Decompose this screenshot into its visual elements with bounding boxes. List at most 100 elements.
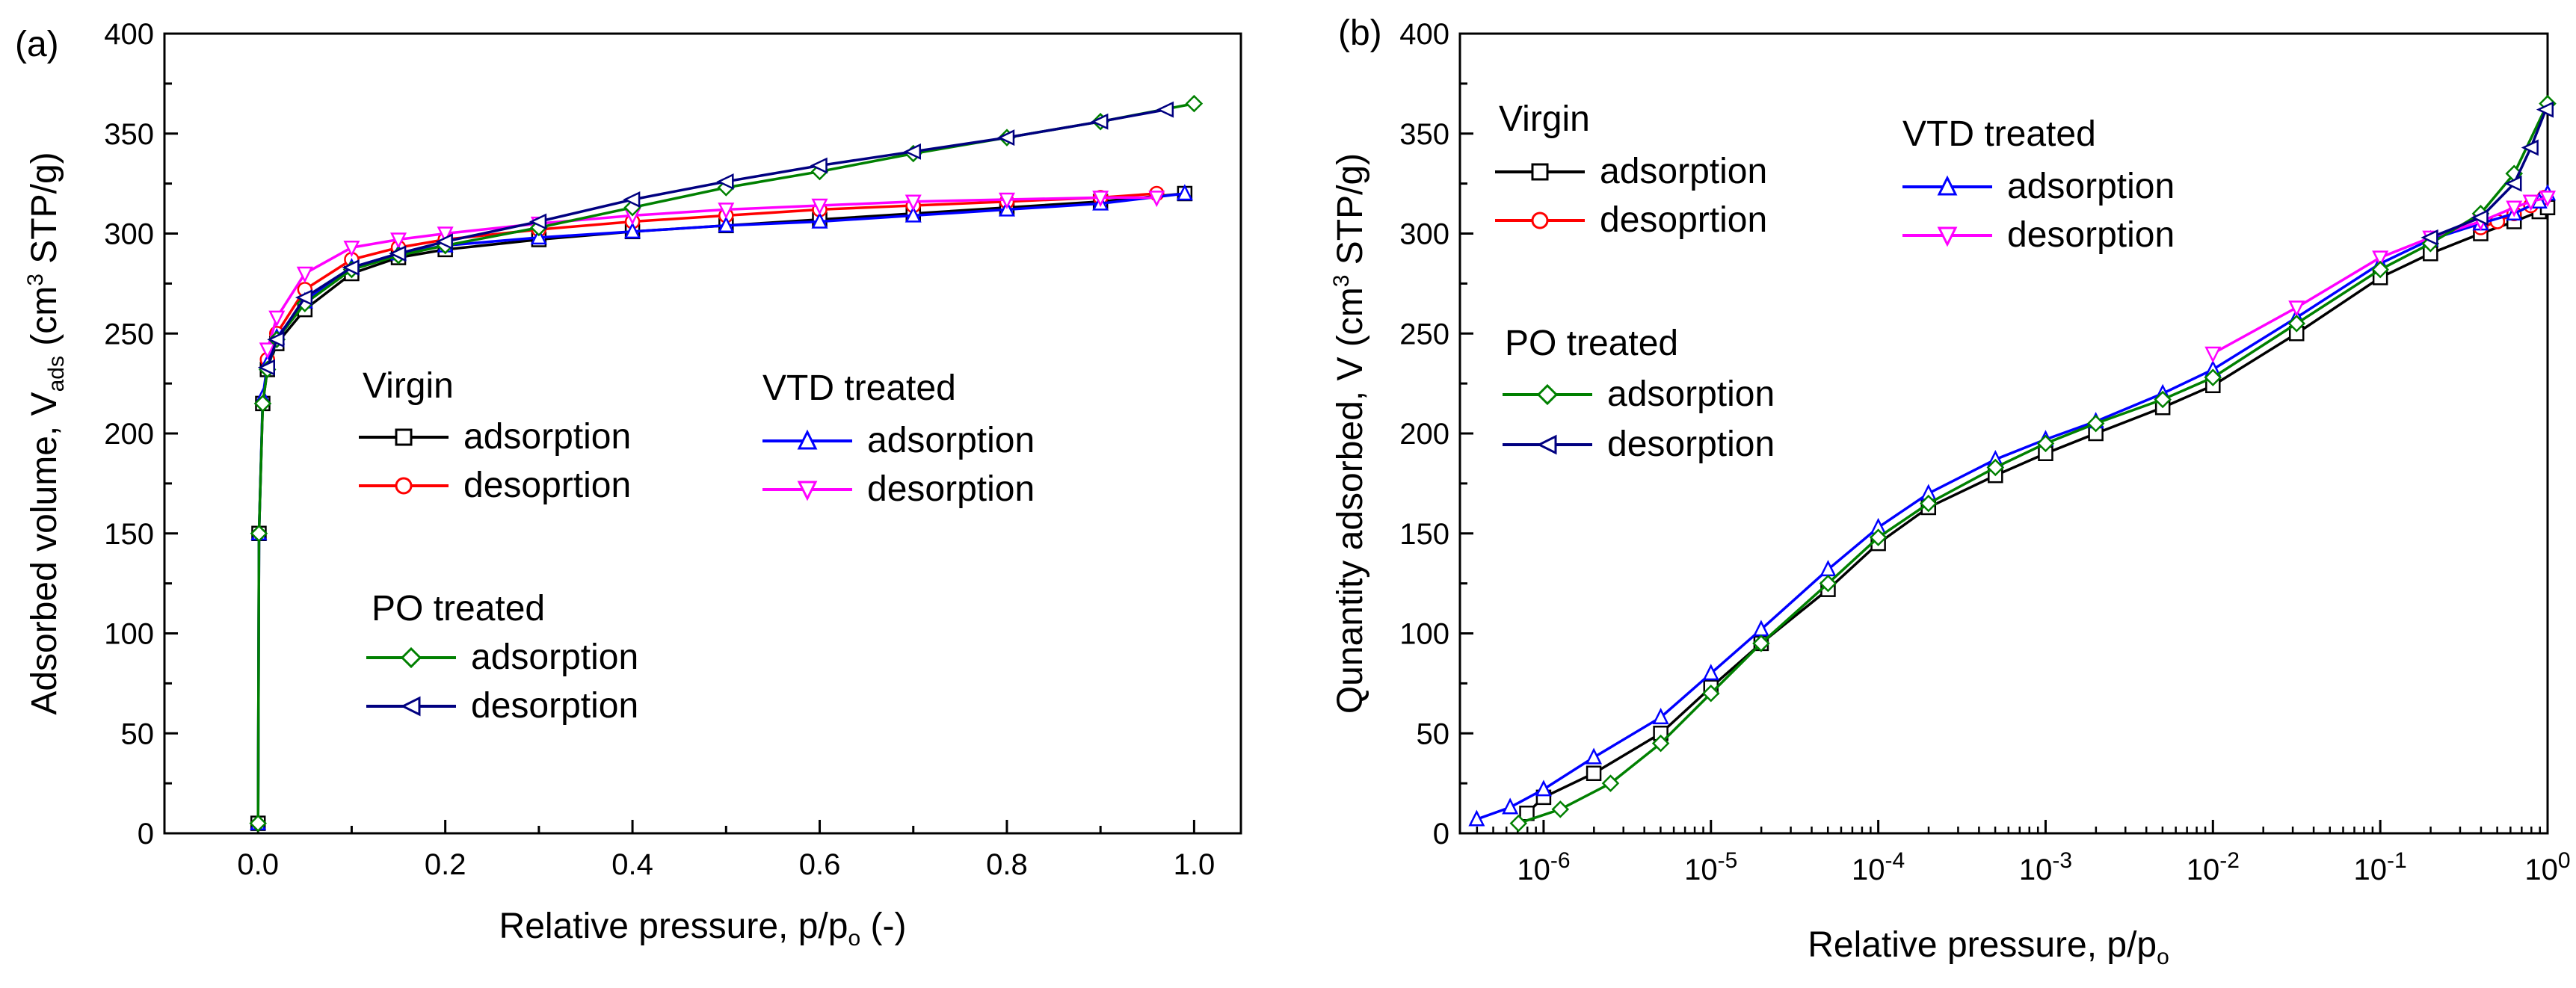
- data-point: [810, 157, 828, 174]
- data-point: [1819, 574, 1837, 593]
- data-point: [1920, 494, 1938, 513]
- x-tick-label: 0.0: [237, 848, 279, 881]
- panel-b-ylabel-pre: Qunantity adsorbed, V (cm: [1331, 287, 1370, 714]
- panel-a-legend-label: desorption: [471, 686, 638, 726]
- data-point: [342, 259, 360, 276]
- y-tick-label: 350: [104, 118, 154, 151]
- panel-a-legend-title-po: PO treated: [372, 589, 545, 629]
- series-line: [266, 108, 1167, 368]
- panel-a-legend-title-vtd: VTD treated: [762, 368, 956, 408]
- panel-a-y-axis-title: Adsorbed volume, Vads (cm3 STP/g): [23, 152, 69, 714]
- panel-b-legend-label: desoprtion: [1600, 200, 1767, 240]
- data-point: [1468, 809, 1485, 827]
- data-point: [2536, 101, 2554, 118]
- y-tick-label: 100: [1399, 618, 1449, 651]
- y-tick-label: 250: [1399, 318, 1449, 351]
- panel-a-x-axis-title: Relative pressure, p/po (-): [499, 907, 907, 951]
- series-line: [266, 192, 1157, 360]
- x-tick-label: 1.0: [1174, 848, 1215, 881]
- data-point: [2086, 414, 2105, 433]
- x-tick-label: 0.2: [425, 848, 466, 881]
- panel-b-legend-label: desorption: [1607, 424, 1775, 464]
- x-tick-label: 10-2: [2187, 848, 2240, 886]
- y-tick-label: 50: [1417, 717, 1450, 750]
- data-point: [2521, 139, 2539, 156]
- data-point: [257, 359, 275, 376]
- data-point: [1148, 191, 1165, 208]
- data-point: [905, 194, 922, 212]
- y-tick-label: 250: [104, 318, 154, 351]
- data-point: [2372, 250, 2389, 268]
- data-point: [811, 212, 828, 229]
- panel-a-xlabel-main: Relative pressure, p/p: [499, 907, 848, 946]
- data-point: [1869, 528, 1888, 546]
- x-tick-label: 10-5: [1684, 848, 1737, 886]
- data-point: [624, 222, 641, 239]
- y-tick-label: 200: [1399, 418, 1449, 451]
- x-tick-label: 10-3: [2019, 848, 2072, 886]
- panel-a: (a) 0.0 0.2 0.4 0.6 0.8 1.0 0 50 100 150 200 250 300…: [15, 18, 1242, 951]
- panel-b-xlabel-main: Relative pressure, p/p: [1808, 925, 2157, 965]
- y-tick-label: 300: [104, 218, 154, 251]
- y-tick-label: 150: [1399, 518, 1449, 551]
- panel-b-legend-title-vtd: VTD treated: [1902, 114, 2096, 154]
- x-tick-label: 0.4: [611, 848, 653, 881]
- data-point: [529, 213, 547, 230]
- panel-a-ticks: 0.0 0.2 0.4 0.6 0.8 1.0 0 50 100 150 200 250 300 350 4…: [104, 18, 1215, 881]
- series-line: [1517, 102, 2549, 825]
- data-point: [2204, 346, 2222, 363]
- series-line: [256, 192, 1186, 824]
- data-point: [250, 524, 268, 543]
- panel-a-legend-item-virgin-adsorption: adsorption: [359, 417, 631, 457]
- panel-a-xlabel-sub: o: [848, 926, 860, 951]
- data-point: [253, 395, 272, 413]
- y-tick-label: 200: [104, 418, 154, 451]
- data-point: [2522, 194, 2539, 212]
- panel-b-legend-label: desorption: [2007, 215, 2175, 255]
- panel-b-ylabel-sup: 3: [1329, 275, 1354, 288]
- data-point: [903, 143, 921, 160]
- panel-b: (b) 10-6 10-5 10-4 10-3 10-2 10-1 100 0 50 100 150…: [1329, 13, 2571, 969]
- panel-a-ylabel-mid: (cm: [25, 286, 64, 356]
- data-point: [2288, 300, 2305, 318]
- panel-b-series: [1468, 94, 2557, 833]
- y-tick-label: 350: [1399, 118, 1449, 151]
- panel-a-legend-item-vtd-desorption: desorption: [762, 469, 1035, 509]
- data-point: [437, 226, 454, 244]
- panel-b-legend-label: adsorption: [1607, 374, 1775, 414]
- data-point: [267, 331, 285, 348]
- panel-b-x-axis-title: Relative pressure, p/po: [1808, 925, 2169, 969]
- x-tick-label: 10-1: [2354, 848, 2407, 886]
- panel-a-legend-item-po-adsorption: adsorption: [366, 637, 638, 677]
- data-point: [1092, 191, 1109, 208]
- data-point: [249, 814, 267, 833]
- panel-a-series: [249, 94, 1204, 833]
- y-tick-label: 100: [104, 618, 154, 651]
- x-tick-label: 0.6: [799, 848, 841, 881]
- panel-b-label: (b): [1338, 13, 1382, 53]
- y-tick-label: 400: [104, 18, 154, 51]
- data-point: [1502, 797, 1519, 815]
- y-tick-label: 400: [1399, 18, 1449, 51]
- data-point: [1176, 184, 1193, 201]
- data-point: [2421, 229, 2438, 246]
- y-tick-label: 50: [121, 717, 155, 750]
- panel-b-legend-item-virgin-adsorption: adsorption: [1495, 152, 1767, 191]
- data-point: [1185, 94, 1204, 113]
- x-tick-label: 100: [2524, 848, 2570, 886]
- panel-a-legend-item-virgin-desorption: desoprtion: [359, 466, 631, 505]
- panel-a-legend: Virgin adsorption desoprtion VTD treated…: [359, 366, 1035, 726]
- data-point: [1586, 747, 1603, 765]
- y-tick-label: 300: [1399, 218, 1449, 251]
- panel-a-ylabel-sub: ads: [44, 356, 69, 392]
- data-point: [905, 206, 922, 223]
- data-point: [389, 245, 407, 262]
- data-point: [2036, 434, 2055, 453]
- data-point: [2471, 209, 2489, 226]
- data-point: [998, 192, 1015, 209]
- data-point: [997, 129, 1015, 146]
- series-line: [1476, 192, 2549, 821]
- data-point: [1601, 774, 1620, 792]
- data-point: [268, 310, 286, 327]
- panel-b-legend-label: adsorption: [1600, 152, 1767, 191]
